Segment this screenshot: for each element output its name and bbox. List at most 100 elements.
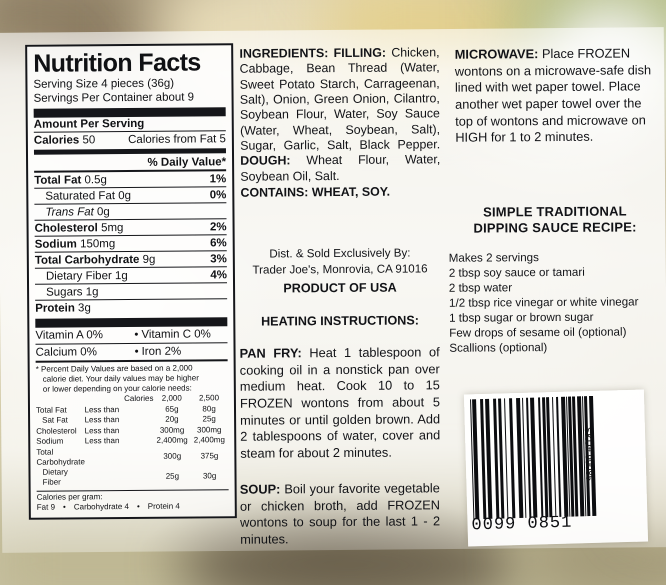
dv-table-row: Sodium Less than 2,400mg 2,400mg bbox=[36, 436, 228, 448]
dv-table-cell: 65g bbox=[165, 404, 179, 414]
nutrient-daily-value: 3% bbox=[210, 252, 227, 266]
barcode-bar bbox=[485, 398, 493, 519]
vitamin-right: Vitamin C 0% bbox=[141, 328, 211, 342]
dv-table-row: Dietary Fiber 25g 30g bbox=[36, 467, 228, 489]
ingredients-paragraph: INGREDIENTS: FILLING: Chicken, Cabbage, … bbox=[239, 45, 440, 184]
filling-text: Chicken, Cabbage, Bean Thread (Water, Sw… bbox=[239, 45, 441, 153]
nutrient-label: Total Carbohydrate bbox=[34, 253, 140, 267]
nutrient-row: Cholesterol 5mg 2% bbox=[35, 219, 227, 236]
daily-value-reference-table: Calories 2,000 2,500 Total Fat Less than 65g 8… bbox=[36, 394, 229, 489]
calories-text: Calories 50 bbox=[34, 134, 95, 146]
dv-table-cell: 25g bbox=[165, 472, 180, 482]
nutrient-daily-value: 4% bbox=[210, 268, 227, 282]
cpg-fat: Fat 9 bbox=[36, 502, 56, 513]
vitamin-left: Calcium 0% bbox=[35, 346, 97, 359]
dv-table-cell: 300mg bbox=[159, 425, 185, 435]
vitamin-row: Calcium 0% • Iron 2% bbox=[35, 343, 227, 361]
calories-value: 50 bbox=[82, 133, 96, 147]
calories-from-fat: Calories from Fat 5 bbox=[128, 132, 226, 146]
dv-table-cell: Less than bbox=[84, 415, 120, 425]
dv-table-header-cell: Calories bbox=[124, 394, 154, 404]
nutrient-daily-value: 6% bbox=[210, 236, 227, 250]
dv-table-cell: Less than bbox=[84, 425, 120, 436]
daily-value-header: % Daily Value* bbox=[147, 156, 227, 169]
nutrient-daily-value: 0% bbox=[209, 188, 227, 202]
daily-value-footnote: * Percent Daily Values are based on a 2,… bbox=[36, 361, 228, 394]
nutrient-label: Cholesterol bbox=[34, 221, 98, 235]
sku-number: SKU# 99085 bbox=[581, 426, 595, 482]
dipping-sauce-item: Few drops of sesame oil (optional) bbox=[449, 325, 627, 341]
nutrient-row: Total Fat 0.5g 1% bbox=[34, 171, 226, 188]
dipping-sauce-item: 2 tbsp soy sauce or tamari bbox=[448, 265, 585, 280]
dv-table-row: Total Carbohydrate 300g 375g bbox=[36, 446, 228, 468]
distributor-line-2: Trader Joe's, Monrovia, CA 91016 bbox=[252, 262, 428, 277]
nutrient-name: Total Carbohydrate 9g bbox=[34, 253, 156, 267]
product-of-usa: PRODUCT OF USA bbox=[283, 280, 397, 296]
bullet-dot-icon: • bbox=[134, 329, 139, 342]
nutrient-name: Saturated Fat 0g bbox=[45, 189, 132, 203]
nutrient-label: Saturated Fat bbox=[45, 189, 116, 203]
dv-table-cell: Less than bbox=[84, 436, 120, 446]
dough-heading: DOUGH: bbox=[240, 153, 291, 168]
distributor-line-1: Dist. & Sold Exclusively By: bbox=[269, 246, 411, 261]
bullet-dot-icon: • bbox=[134, 346, 139, 359]
nutrient-row: Sodium 150mg 6% bbox=[35, 235, 227, 252]
ingredients-heading: INGREDIENTS: bbox=[239, 46, 329, 61]
nutrient-name: Sodium 150mg bbox=[34, 237, 116, 251]
footnote-line-3: or lower depending on your calorie needs… bbox=[42, 383, 192, 394]
dv-table-cell: 2,400mg bbox=[156, 435, 188, 446]
dipping-sauce-title: SIMPLE TRADITIONAL DIPPING SAUCE RECIPE: bbox=[462, 203, 648, 236]
dv-table-cell bbox=[125, 447, 155, 468]
dv-table-cell bbox=[85, 467, 125, 488]
dv-table-cell: 80g bbox=[202, 404, 216, 414]
microwave-instructions: MICROWAVE: Place FROZEN wontons on a mic… bbox=[455, 45, 654, 146]
dv-table-cell: Sat Fat bbox=[42, 415, 68, 426]
servings-per-container: Servings Per Container about 9 bbox=[33, 91, 195, 105]
dv-table-cell: Cholesterol bbox=[36, 426, 77, 436]
pan-fry-label: PAN FRY: bbox=[239, 345, 302, 361]
divider-thick-dv bbox=[33, 148, 226, 155]
dipping-sauce-ingredient-list: Makes 2 servings 2 tbsp soy sauce or tama… bbox=[449, 249, 660, 356]
nutrient-name: Sugars 1g bbox=[46, 285, 99, 299]
cpg-protein: Protein 4 bbox=[147, 501, 180, 512]
dv-table-header-cell: 2,000 bbox=[161, 393, 182, 404]
nutrient-label: Protein bbox=[35, 302, 75, 315]
barcode-bar bbox=[530, 397, 538, 518]
dv-table-cell: Dietary Fiber bbox=[42, 467, 68, 488]
vitamin-left: Vitamin A 0% bbox=[35, 329, 104, 342]
dv-table-cell: Total Fat bbox=[35, 405, 67, 415]
calories-per-gram-block: Calories per gram: Fat 9 • Carbohydrate … bbox=[37, 490, 229, 513]
dv-table-cell: 20g bbox=[165, 415, 179, 425]
dv-table-cell: Less than bbox=[84, 404, 120, 415]
barcode-label: 0099 0851 SKU# 99085 bbox=[463, 389, 649, 547]
soup-label: SOUP: bbox=[239, 481, 281, 497]
ingredients-block: INGREDIENTS: FILLING: Chicken, Cabbage, … bbox=[239, 45, 440, 199]
nutrient-name: Protein 3g bbox=[35, 301, 91, 315]
dipping-sauce-item: 1 tbsp sugar or brown sugar bbox=[449, 310, 594, 325]
calories-row: Calories 50 Calories from Fat 5 bbox=[34, 131, 226, 148]
dv-table-cell: 2,400mg bbox=[193, 435, 225, 445]
nutrient-row: Total Carbohydrate 9g 3% bbox=[35, 251, 227, 268]
dv-table-cell bbox=[124, 415, 153, 426]
amount-per-serving-label: Amount Per Serving bbox=[33, 118, 145, 131]
nutrient-label: Sugars bbox=[46, 286, 83, 299]
dv-table-cell bbox=[124, 436, 153, 447]
barcode-number: 0099 0851 bbox=[471, 513, 573, 536]
distributor-block: Dist. & Sold Exclusively By: Trader Joe'… bbox=[240, 245, 440, 278]
heating-instructions-heading: HEATING INSTRUCTIONS: bbox=[260, 313, 419, 329]
nutrient-row: Sugars 1g bbox=[35, 283, 227, 300]
nutrient-name: Cholesterol 5mg bbox=[34, 221, 124, 235]
nutrient-row: Dietary Fiber 1g 4% bbox=[35, 267, 227, 284]
nutrient-label: Sodium bbox=[34, 238, 77, 251]
dv-table-cell bbox=[125, 467, 155, 488]
dv-table-cell: 300g bbox=[163, 451, 182, 461]
dv-table-cell: 375g bbox=[200, 451, 219, 461]
pan-fry-instructions: PAN FRY: Heat 1 tablespoon of cooking oi… bbox=[240, 344, 441, 462]
dv-table-header-row: Calories 2,000 2,500 bbox=[36, 394, 228, 406]
dv-table-cell: 25g bbox=[202, 414, 216, 424]
calories-label: Calories bbox=[33, 134, 80, 147]
nutrition-facts-title: Nutrition Facts bbox=[33, 48, 201, 78]
barcode-bar bbox=[504, 398, 509, 519]
dv-table-header-cell bbox=[36, 395, 85, 406]
pan-fry-text: Heat 1 tablespoon of cooking oil in a no… bbox=[239, 344, 441, 461]
